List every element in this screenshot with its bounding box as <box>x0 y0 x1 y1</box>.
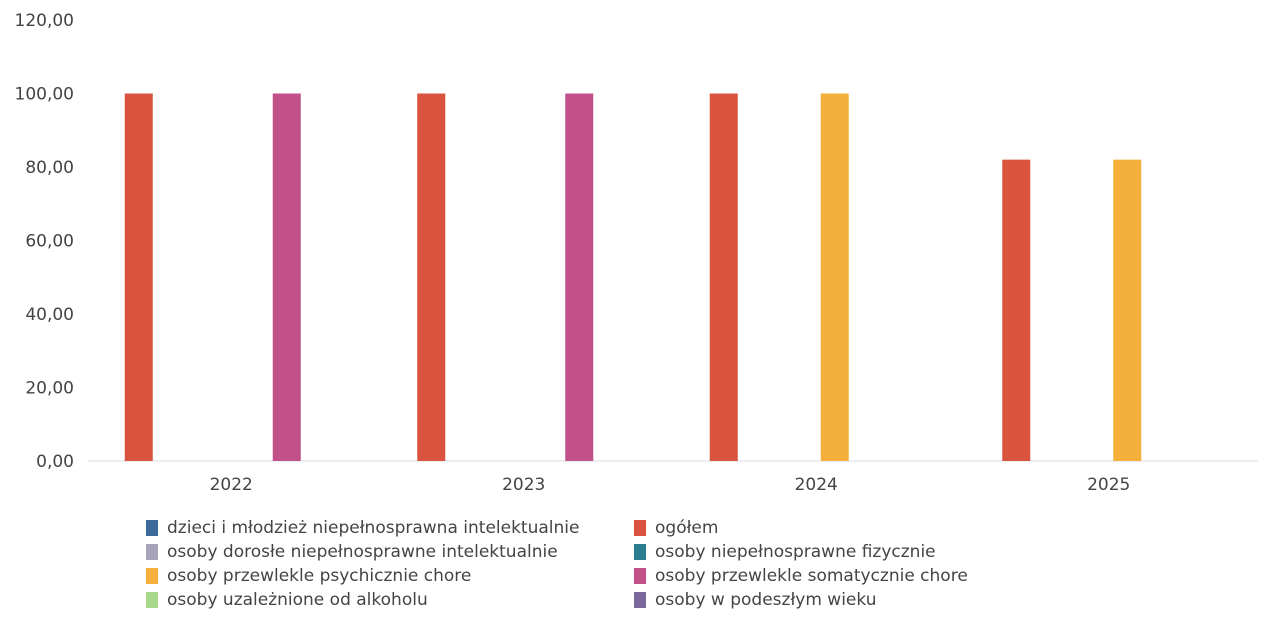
bars <box>124 93 1142 461</box>
bar <box>565 93 594 461</box>
legend-label: osoby przewlekle psychicznie chore <box>167 566 472 586</box>
legend-label: osoby uzależnione od alkoholu <box>167 590 428 610</box>
legend-swatch <box>634 520 646 536</box>
legend-item: osoby w podeszłym wieku <box>634 590 1044 610</box>
y-tick-label: 100,00 <box>15 85 74 105</box>
x-tick-label: 2023 <box>502 475 545 495</box>
legend-swatch <box>634 544 646 560</box>
bar <box>1113 159 1142 461</box>
legend-swatch <box>146 520 158 536</box>
legend-label: dzieci i młodzież niepełnosprawna intele… <box>167 518 580 538</box>
legend-label: osoby w podeszłym wieku <box>655 590 877 610</box>
legend-item: osoby uzależnione od alkoholu <box>146 590 634 610</box>
legend-label: osoby niepełnosprawne fizycznie <box>655 542 936 562</box>
legend-item: ogółem <box>634 518 1044 538</box>
legend-swatch <box>146 592 158 608</box>
y-tick-label: 0,00 <box>36 452 74 472</box>
legend-label: osoby przewlekle somatycznie chore <box>655 566 968 586</box>
legend-item: dzieci i młodzież niepełnosprawna intele… <box>146 518 634 538</box>
legend-label: osoby dorosłe niepełnosprawne intelektua… <box>167 542 558 562</box>
legend-item: osoby przewlekle somatycznie chore <box>634 566 1044 586</box>
legend-swatch <box>146 568 158 584</box>
x-tick-label: 2024 <box>795 475 838 495</box>
legend-swatch <box>146 544 158 560</box>
x-tick-label: 2025 <box>1087 475 1130 495</box>
x-tick-label: 2022 <box>210 475 253 495</box>
y-tick-label: 40,00 <box>25 305 74 325</box>
bar <box>272 93 301 461</box>
legend-swatch <box>634 568 646 584</box>
bar <box>124 93 153 461</box>
y-tick-label: 120,00 <box>15 11 74 31</box>
legend-item: osoby przewlekle psychicznie chore <box>146 566 634 586</box>
legend: dzieci i młodzież niepełnosprawna intele… <box>146 518 1046 610</box>
bar <box>1002 159 1031 461</box>
bar-chart: 0,00 20,00 40,00 60,00 80,00 100,00 120,00 202… <box>15 11 1258 495</box>
bar <box>709 93 738 461</box>
y-axis: 0,00 20,00 40,00 60,00 80,00 100,00 120,00 <box>15 11 74 472</box>
legend-swatch <box>634 592 646 608</box>
y-tick-label: 60,00 <box>25 232 74 252</box>
legend-item: osoby niepełnosprawne fizycznie <box>634 542 1044 562</box>
y-tick-label: 80,00 <box>25 158 74 178</box>
legend-label: ogółem <box>655 518 719 538</box>
bar <box>820 93 849 461</box>
bar <box>417 93 446 461</box>
y-tick-label: 20,00 <box>25 379 74 399</box>
x-axis: 2022 2023 2024 2025 <box>210 475 1131 495</box>
legend-item: osoby dorosłe niepełnosprawne intelektua… <box>146 542 634 562</box>
